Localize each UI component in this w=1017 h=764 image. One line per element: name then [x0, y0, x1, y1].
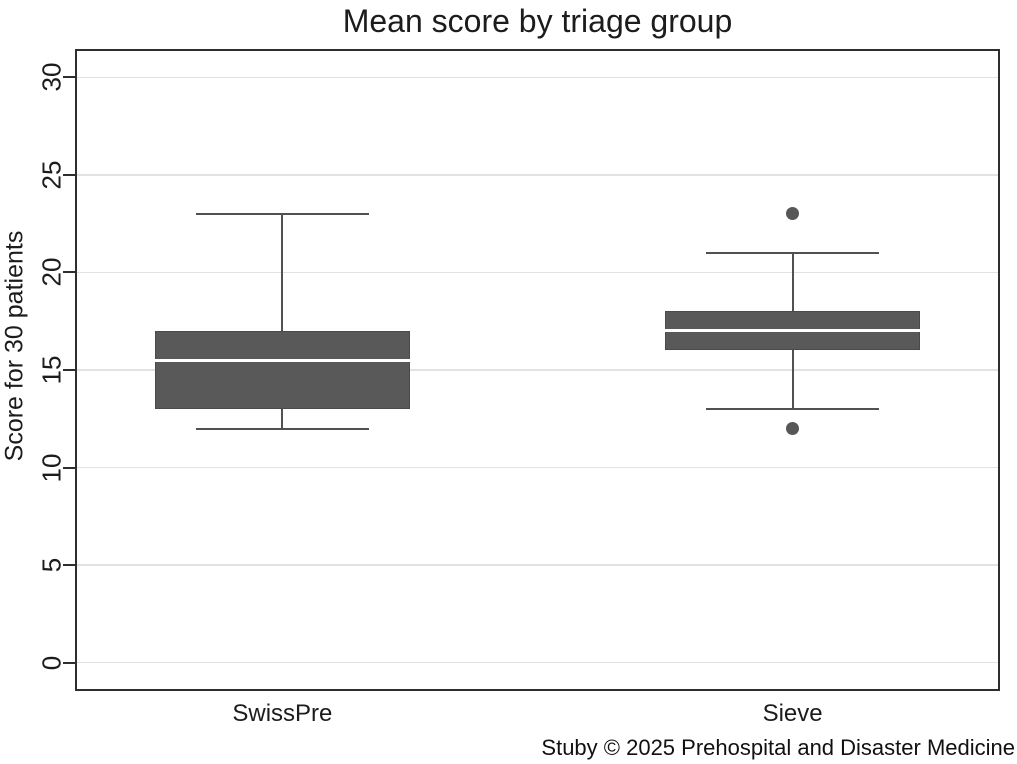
- chart-title: Mean score by triage group: [342, 3, 733, 39]
- whisker-cap-lower-sieve: [706, 408, 880, 411]
- x-category-label-sieve: Sieve: [762, 700, 823, 727]
- y-axis-title: Score for 30 patients: [0, 230, 29, 462]
- y-tick-mark: [63, 173, 75, 176]
- y-tick-label: 15: [36, 355, 67, 385]
- whisker-cap-lower-swisspre: [195, 427, 369, 430]
- y-tick-label: 30: [36, 62, 67, 92]
- whisker-cap-upper-sieve: [706, 251, 880, 254]
- y-tick-label: 5: [36, 557, 67, 573]
- y-tick-label: 10: [36, 453, 67, 483]
- y-tick-mark: [63, 369, 75, 371]
- x-category-label-swisspre: SwissPre: [232, 700, 333, 727]
- median-line-swisspre: [154, 358, 410, 362]
- whisker-stem-swisspre: [281, 213, 284, 429]
- outlier-dot-sieve: [786, 422, 800, 436]
- y-tick-mark: [63, 564, 75, 567]
- y-tick-label: 20: [36, 257, 67, 287]
- y-tick-mark: [63, 661, 75, 664]
- median-line-sieve: [665, 329, 921, 333]
- iqr-box-swisspre: [154, 330, 410, 409]
- plot-area: [75, 49, 1000, 691]
- outlier-dot-sieve: [786, 207, 800, 221]
- y-tick-label: 0: [36, 655, 67, 670]
- whisker-cap-upper-swisspre: [195, 212, 369, 215]
- y-tick-label: 25: [36, 160, 67, 190]
- gridline: [77, 369, 998, 371]
- gridline: [77, 271, 998, 274]
- gridline: [77, 76, 998, 79]
- gridline: [77, 466, 998, 469]
- gridline: [77, 564, 998, 566]
- y-tick-mark: [63, 271, 75, 274]
- y-tick-mark: [63, 466, 75, 469]
- y-tick-mark: [63, 76, 75, 79]
- gridline: [77, 174, 998, 176]
- gridline: [77, 661, 998, 664]
- credit-line: Stuby © 2025 Prehospital and Disaster Me…: [541, 735, 1015, 760]
